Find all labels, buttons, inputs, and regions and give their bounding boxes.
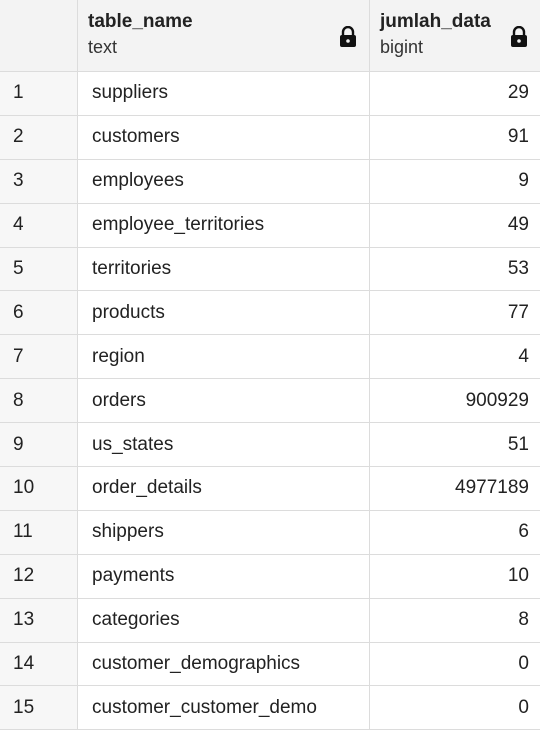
table-name-cell[interactable]: us_states — [78, 423, 370, 467]
jumlah-data-cell[interactable]: 10 — [507, 565, 529, 587]
table-row[interactable]: 10 order_details 4977189 — [0, 467, 540, 511]
table-name-cell[interactable]: payments — [78, 554, 370, 598]
column-type: text — [88, 37, 118, 57]
table-name-cell[interactable]: order_details — [78, 467, 370, 510]
table-name-cell[interactable]: orders — [78, 379, 370, 423]
table-name-cell[interactable]: customer_customer_demo — [78, 686, 370, 730]
jumlah-data-cell[interactable]: 53 — [507, 258, 529, 279]
jumlah-data-cell[interactable]: 9 — [518, 170, 529, 192]
table-name-cell[interactable]: categories — [78, 598, 370, 642]
jumlah-data-cell[interactable]: 900929 — [465, 389, 529, 411]
table-row[interactable]: 1 suppliers 29 — [0, 72, 540, 116]
table-row[interactable]: 11 shippers 6 — [0, 510, 540, 555]
grid-body: 1 suppliers 29 2 customers 91 3 employees 9 4 empl… — [0, 72, 540, 730]
jumlah-data-cell[interactable]: 4977189 — [455, 477, 529, 499]
jumlah-data-cell[interactable]: 0 — [518, 696, 529, 718]
table-name-cell[interactable]: shippers — [78, 510, 370, 554]
row-number-cell[interactable]: 9 — [0, 423, 78, 467]
lock-icon — [340, 26, 356, 47]
table-name-cell[interactable]: employees — [78, 159, 370, 203]
row-number-cell[interactable]: 4 — [0, 203, 78, 247]
row-number-header[interactable] — [0, 0, 78, 71]
table-name-cell[interactable]: customers — [78, 115, 370, 159]
table-name-cell[interactable]: products — [78, 291, 370, 335]
jumlah-data-cell[interactable]: 0 — [518, 653, 529, 675]
table-name-cell[interactable]: region — [78, 335, 370, 379]
jumlah-data-cell[interactable]: 91 — [507, 126, 529, 148]
table-row[interactable]: 7 region 4 — [0, 335, 540, 380]
jumlah-data-cell[interactable]: 29 — [507, 82, 529, 104]
table-row[interactable]: 8 orders 900929 — [0, 379, 540, 424]
row-number-cell[interactable]: 15 — [0, 686, 78, 730]
table-row[interactable]: 12 payments 10 — [0, 554, 540, 599]
column-title: jumlah_data — [380, 11, 491, 32]
table-row[interactable]: 2 customers 91 — [0, 115, 540, 160]
table-row[interactable]: 6 products 77 — [0, 291, 540, 336]
row-number-cell[interactable]: 5 — [0, 247, 78, 291]
table-name-cell[interactable]: customer_demographics — [78, 642, 370, 686]
column-title: table_name — [88, 11, 193, 32]
table-name-cell[interactable]: employee_territories — [78, 203, 370, 247]
table-row[interactable]: 14 customer_demographics 0 — [0, 642, 540, 687]
table-row[interactable]: 4 employee_territories 49 — [0, 203, 540, 248]
row-number-cell[interactable]: 11 — [0, 510, 78, 554]
column-header-jumlah-data[interactable]: jumlah_data bigint — [370, 0, 540, 71]
lock-icon — [511, 26, 527, 47]
row-number-cell[interactable]: 6 — [0, 291, 78, 335]
table-row[interactable]: 9 us_states 51 — [0, 423, 540, 468]
column-header-table-name[interactable]: table_name text — [78, 0, 370, 71]
row-number-cell[interactable]: 14 — [0, 642, 78, 686]
table-name-cell[interactable]: territories — [78, 247, 370, 291]
row-number-cell[interactable]: 1 — [0, 72, 78, 115]
table-name-cell[interactable]: suppliers — [78, 72, 370, 115]
row-number-cell[interactable]: 8 — [0, 379, 78, 423]
jumlah-data-cell[interactable]: 4 — [518, 345, 529, 367]
row-number-cell[interactable]: 2 — [0, 115, 78, 159]
row-number-cell[interactable]: 12 — [0, 554, 78, 598]
jumlah-data-cell[interactable]: 6 — [518, 521, 529, 543]
table-row[interactable]: 15 customer_customer_demo 0 — [0, 686, 540, 730]
row-number-cell[interactable]: 3 — [0, 159, 78, 203]
jumlah-data-cell[interactable]: 51 — [507, 433, 529, 455]
table-row[interactable]: 13 categories 8 — [0, 598, 540, 643]
column-type: bigint — [380, 37, 424, 57]
jumlah-data-cell[interactable]: 49 — [507, 214, 529, 236]
jumlah-data-cell[interactable]: 77 — [507, 301, 529, 323]
row-number-cell[interactable]: 10 — [0, 467, 78, 510]
grid-header: table_name text jumlah_data bigint — [0, 0, 540, 72]
jumlah-data-cell[interactable]: 8 — [518, 609, 529, 631]
row-number-cell[interactable]: 7 — [0, 335, 78, 379]
table-row[interactable]: 3 employees 9 — [0, 159, 540, 204]
table-row[interactable]: 5 territories 53 — [0, 247, 540, 292]
row-number-cell[interactable]: 13 — [0, 598, 78, 642]
